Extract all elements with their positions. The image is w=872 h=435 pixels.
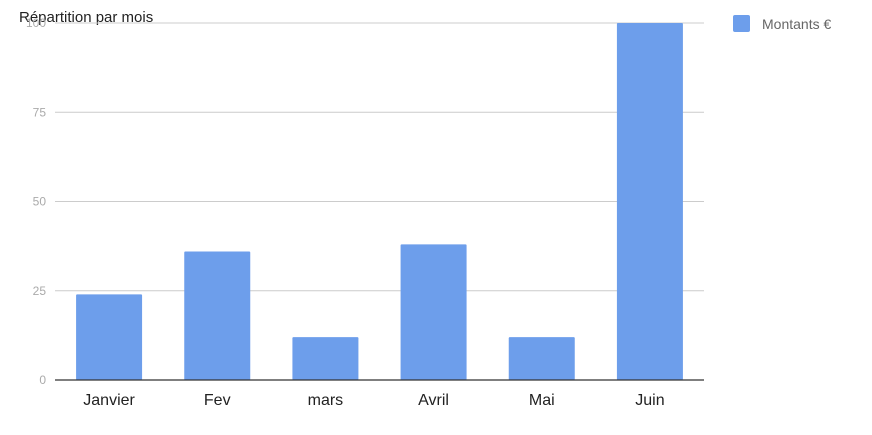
- y-tick-label: 100: [26, 16, 46, 30]
- x-tick-label: Fev: [204, 392, 231, 409]
- bar: [292, 337, 359, 380]
- x-tick-label: mars: [308, 392, 344, 409]
- y-tick-label: 75: [33, 105, 47, 119]
- bar: [616, 23, 683, 380]
- x-tick-label: Avril: [418, 392, 449, 409]
- bar: [184, 251, 251, 380]
- bar: [400, 244, 467, 380]
- x-tick-label: Mai: [529, 392, 555, 409]
- chart-title: Répartition par mois: [19, 9, 154, 26]
- legend: Montants €: [733, 15, 831, 32]
- legend-label: Montants €: [762, 15, 832, 32]
- x-tick-label: Juin: [635, 392, 664, 409]
- bar: [76, 294, 143, 380]
- bar: [508, 337, 575, 380]
- legend-swatch: [733, 15, 750, 32]
- y-tick-label: 25: [33, 284, 47, 298]
- y-tick-label: 0: [39, 373, 46, 387]
- y-tick-label: 50: [33, 195, 47, 209]
- x-tick-label: Janvier: [83, 392, 135, 409]
